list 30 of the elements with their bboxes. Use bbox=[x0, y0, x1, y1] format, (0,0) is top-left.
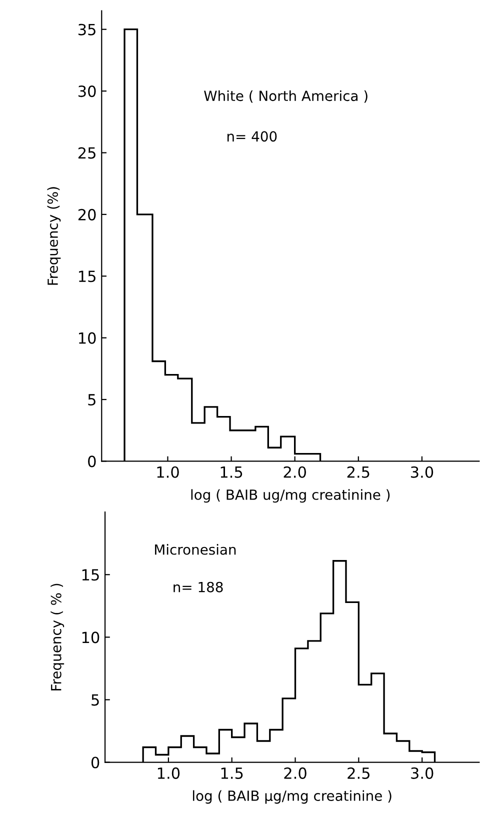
y-axis-title: Frequency (%) bbox=[47, 187, 61, 285]
y-tick-label: 30 bbox=[78, 86, 96, 98]
y-tick-label: 0 bbox=[88, 456, 96, 468]
x-tick-label: 1.5 bbox=[220, 466, 242, 478]
annotation: White ( North America ) bbox=[204, 90, 368, 103]
y-tick-label: 0 bbox=[91, 756, 100, 768]
y-tick-label: 25 bbox=[78, 147, 96, 159]
x-tick-label: 2.5 bbox=[347, 466, 370, 478]
y-tick-label: 35 bbox=[78, 24, 96, 36]
y-tick-label: 10 bbox=[82, 632, 100, 644]
annotation: Micronesian bbox=[155, 544, 236, 555]
annotation: n= 188 bbox=[174, 582, 223, 592]
y-tick-label: 15 bbox=[79, 270, 96, 282]
x-axis-title: log ( BAIB ug/mg creatinine ) bbox=[191, 489, 390, 503]
y-tick-label: 15 bbox=[82, 569, 99, 581]
y-tick-label: 5 bbox=[88, 394, 96, 406]
y-tick-label: 5 bbox=[92, 694, 99, 706]
x-tick-label: 2.0 bbox=[284, 767, 306, 779]
y-axis-title: Frequency ( % ) bbox=[50, 584, 64, 690]
x-tick-label: 2.5 bbox=[348, 767, 370, 779]
x-tick-label: 2.0 bbox=[284, 466, 306, 478]
y-tick-label: 20 bbox=[78, 208, 96, 220]
x-tick-label: 1.0 bbox=[158, 767, 180, 779]
y-tick-label: 10 bbox=[79, 332, 96, 344]
x-tick-label: 3.0 bbox=[411, 767, 434, 779]
annotation: n= 400 bbox=[227, 131, 277, 142]
x-axis-title: log ( BAIB µg/mg creatinine ) bbox=[192, 790, 392, 804]
x-tick-label: 1.0 bbox=[157, 466, 179, 478]
x-tick-label: 3.0 bbox=[410, 466, 434, 478]
x-tick-label: 1.5 bbox=[221, 768, 243, 779]
